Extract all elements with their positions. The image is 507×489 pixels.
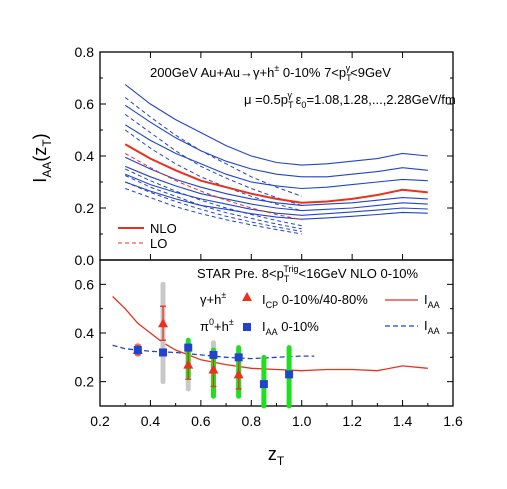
nlo-blue-line — [125, 181, 428, 220]
x-tick-label: 0.2 — [90, 413, 110, 429]
top-y-tick-label: 0.2 — [75, 200, 95, 216]
bottom-series-group — [112, 281, 428, 409]
lo-blue-dashed-line — [124, 168, 302, 227]
legend-icp-triangle — [242, 292, 252, 301]
legend-icp-label: ICP 0-10%/40-80% — [262, 292, 368, 310]
legend-lo-label: LO — [150, 236, 167, 251]
top-y-tick-label: 0.4 — [75, 148, 95, 164]
legend-nlo-label: NLO — [150, 221, 177, 236]
lo-red-dashed-line — [124, 152, 302, 221]
iaa-square-point — [159, 348, 168, 357]
lo-blue-dashed-line — [124, 175, 302, 230]
lo-blue-dashed-line — [124, 129, 302, 212]
icp-triangle-point — [158, 318, 169, 328]
bottom-header: STAR Pre. 8<pTTrig<16GeV NLO 0-10% — [197, 264, 419, 284]
iaa-square-point — [285, 370, 294, 379]
iaa-square-point — [133, 346, 142, 355]
legend-curve-red-label: IAA — [424, 292, 440, 310]
x-tick-label: 1.4 — [393, 413, 413, 429]
bottom-y-tick-label: 0.2 — [75, 374, 95, 390]
nlo-blue-line — [124, 124, 428, 190]
iaa-square-point — [259, 380, 268, 389]
x-tick-label: 1.0 — [292, 413, 312, 429]
nlo-blue-line — [124, 173, 428, 216]
lo-blue-dashed-line — [124, 97, 302, 197]
top-annotation-line1: 200GeV Au+Au→γ+h± 0-10% 7<pTγ<9GeV — [150, 63, 391, 83]
top-y-tick-label: 0.0 — [75, 252, 95, 268]
bottom-y-tick-label: 0.6 — [75, 276, 95, 292]
x-tick-label: 0.4 — [141, 413, 161, 429]
top-y-axis-label: IAA(zT) — [30, 133, 54, 182]
legend-iaa-label: IAA 0-10% — [262, 319, 319, 337]
x-axis-label: zT — [268, 444, 285, 468]
icp-triangle-point — [233, 369, 244, 379]
lo-blue-dashed-line — [125, 188, 302, 235]
top-y-tick-label: 0.6 — [75, 96, 95, 112]
bottom-ticks: 0.2 0.4 0.6 0.2 0.4 0.6 0.8 1.0 1.2 1.4 1.6 — [75, 276, 463, 429]
iaa-square-point — [184, 343, 193, 352]
nlo-blue-line — [124, 165, 428, 212]
gamma-h-label: γ+h± — [200, 290, 226, 307]
icp-triangle-point — [208, 364, 219, 374]
top-annotation-line2: μ =0.5pTγ ε0=1.08,1.28,...,2.28GeV/fm — [244, 90, 456, 110]
nlo-blue-line — [124, 156, 428, 206]
x-tick-label: 0.8 — [242, 413, 262, 429]
top-y-ticks: 0.0 0.2 0.4 0.6 0.8 — [75, 44, 454, 268]
nlo-blue-line — [124, 84, 428, 166]
x-tick-label: 1.6 — [443, 413, 463, 429]
lo-blue-dashed-line — [124, 113, 302, 206]
legend-iaa-square — [243, 323, 251, 331]
iaa-square-point — [209, 350, 218, 359]
x-tick-label: 1.2 — [342, 413, 362, 429]
iaa-red-curve — [112, 296, 428, 372]
bottom-y-tick-label: 0.4 — [75, 325, 95, 341]
pi0-h-label: π0+h± — [200, 317, 234, 334]
lo-blue-dashed-line — [125, 181, 302, 232]
nlo-red-line — [124, 143, 428, 204]
iaa-blue-curve — [112, 344, 315, 360]
top-series-group — [124, 84, 428, 235]
nlo-blue-line — [124, 104, 428, 178]
top-y-tick-label: 0.8 — [75, 44, 95, 60]
iaa-square-point — [234, 353, 243, 362]
x-tick-label: 0.6 — [191, 413, 211, 429]
icp-triangle-point — [183, 359, 194, 369]
legend-curve-blue-label: IAA — [424, 318, 440, 336]
